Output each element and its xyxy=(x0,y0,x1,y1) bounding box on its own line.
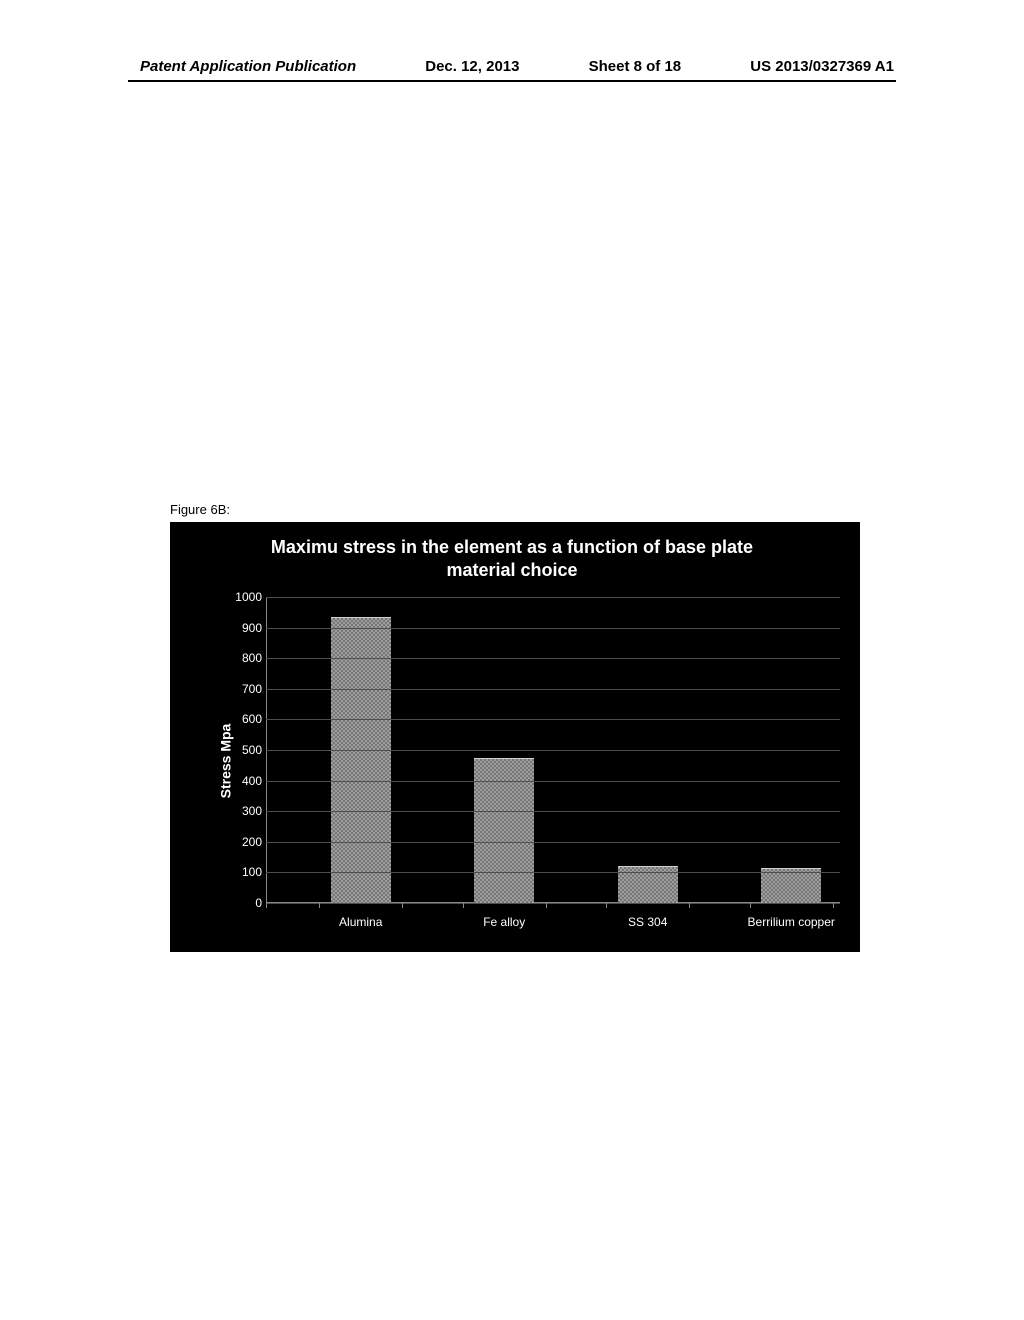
publication-date: Dec. 12, 2013 xyxy=(425,58,519,75)
x-tick-label: Berrilium copper xyxy=(748,915,835,929)
y-tick-label: 600 xyxy=(222,712,262,726)
gridline xyxy=(266,872,840,873)
gridline xyxy=(266,628,840,629)
y-tick-label: 900 xyxy=(222,621,262,635)
gridline xyxy=(266,903,840,904)
y-tick-label: 400 xyxy=(222,774,262,788)
page-header: Patent Application Publication Dec. 12, … xyxy=(0,58,1024,75)
y-tick-label: 1000 xyxy=(222,590,262,604)
y-tick-label: 700 xyxy=(222,682,262,696)
y-tick-label: 100 xyxy=(222,865,262,879)
figure-label: Figure 6B: xyxy=(170,502,230,517)
header-rule xyxy=(128,80,896,82)
gridline xyxy=(266,750,840,751)
gridline xyxy=(266,781,840,782)
gridline xyxy=(266,719,840,720)
y-tick-label: 200 xyxy=(222,835,262,849)
gridline xyxy=(266,597,840,598)
x-tick-label: SS 304 xyxy=(628,915,667,929)
x-tick-label: Fe alloy xyxy=(483,915,525,929)
publication-number: US 2013/0327369 A1 xyxy=(750,58,894,75)
y-tick-label: 300 xyxy=(222,804,262,818)
x-tick-label: Alumina xyxy=(339,915,382,929)
gridline xyxy=(266,658,840,659)
x-axis-labels: Alumina Fe alloy SS 304 Berrilium copper xyxy=(266,907,840,931)
chart-body: Stress Mpa 01002003004005006007008009001… xyxy=(210,591,840,931)
sheet-number: Sheet 8 of 18 xyxy=(589,58,682,75)
y-tick-label: 800 xyxy=(222,651,262,665)
chart-title-line: material choice xyxy=(446,560,577,580)
chart-title: Maximu stress in the element as a functi… xyxy=(184,536,840,591)
chart-title-line: Maximu stress in the element as a functi… xyxy=(271,537,753,557)
gridline xyxy=(266,689,840,690)
gridline xyxy=(266,842,840,843)
plot-area: 01002003004005006007008009001000 xyxy=(266,597,840,903)
publication-label: Patent Application Publication xyxy=(140,58,356,75)
stress-chart: Maximu stress in the element as a functi… xyxy=(170,522,860,952)
bar xyxy=(474,758,534,903)
gridline xyxy=(266,811,840,812)
y-tick-label: 0 xyxy=(222,896,262,910)
y-tick-label: 500 xyxy=(222,743,262,757)
bar xyxy=(331,617,391,903)
